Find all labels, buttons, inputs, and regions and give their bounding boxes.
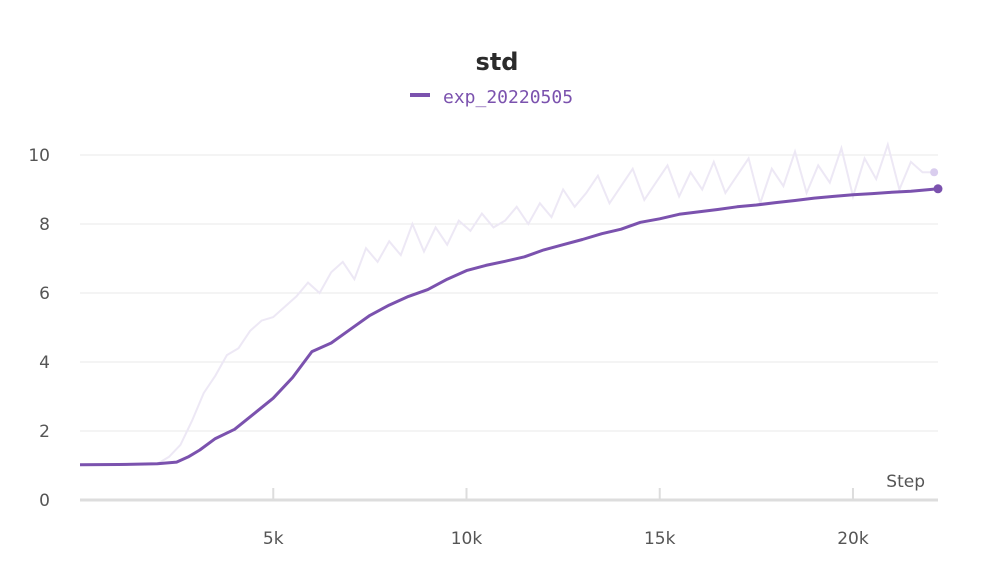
y-tick-label: 0 [39, 491, 50, 511]
x-tick-label: 15k [644, 529, 676, 549]
y-tick-label: 10 [28, 146, 50, 166]
y-tick-label: 4 [39, 353, 50, 373]
smoothed-series-layer [79, 184, 943, 467]
raw-series-line [79, 141, 935, 466]
tick-labels: 0 2 4 6 8 10 5k 10k 15k 20k [28, 146, 869, 549]
y-tick-label: 8 [39, 215, 50, 235]
raw-series-layer [79, 141, 939, 466]
series-line [79, 187, 939, 467]
x-axis-label: Step [886, 472, 925, 492]
x-tick-label: 20k [837, 529, 869, 549]
x-tick-label: 10k [451, 529, 483, 549]
chart-title: std [476, 48, 519, 76]
gridlines [80, 154, 938, 432]
legend: exp_20220505 [410, 87, 573, 108]
axes [80, 488, 938, 502]
y-tick-label: 2 [39, 422, 50, 442]
raw-series-endpoint [930, 168, 939, 177]
y-tick-label: 6 [39, 284, 50, 304]
legend-label: exp_20220505 [443, 87, 573, 108]
x-tick-label: 5k [263, 529, 284, 549]
series-endpoint [933, 184, 943, 194]
